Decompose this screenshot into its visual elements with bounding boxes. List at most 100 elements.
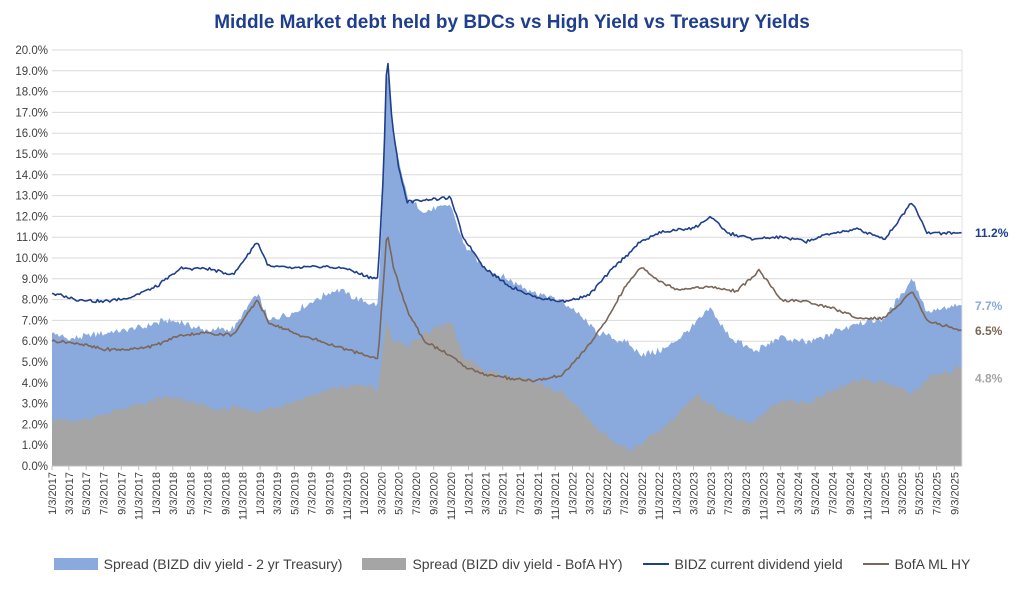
x-tick-label: 5/3/2023 (706, 472, 718, 515)
x-tick-label: 3/3/2017 (64, 472, 76, 515)
x-tick-label: 1/3/2024 (776, 472, 788, 515)
x-tick-label: 3/3/2023 (688, 472, 700, 515)
line-series-2 (51, 62, 963, 304)
y-tick-label: 17.0% (15, 107, 48, 119)
end-label-series-1: 4.8% (975, 372, 1003, 386)
y-tick-label: 3.0% (22, 399, 48, 411)
y-tick-label: 13.0% (15, 191, 48, 203)
x-tick-label: 1/3/2018 (151, 472, 163, 515)
y-tick-label: 12.0% (15, 211, 48, 223)
x-tick-label: 3/3/2025 (897, 472, 909, 515)
legend-label-bidz-yield: BIDZ current dividend yield (674, 556, 843, 572)
x-tick-label: 1/3/2025 (880, 472, 892, 515)
x-tick-label: 5/3/2020 (394, 472, 406, 515)
y-tick-label: 0.0% (22, 461, 48, 473)
y-axis: 0.0% 1.0% 2.0% 3.0% 4.0% 5.0% 6.0% 7.0% 8.0% 9.0%… (15, 45, 48, 473)
x-tick-label: 5/3/2024 (810, 472, 822, 515)
legend-item-bidz-yield: BIDZ current dividend yield (642, 556, 843, 572)
x-tick-label: 7/3/2024 (828, 472, 840, 515)
legend-swatch-spread-hy (362, 558, 407, 570)
x-tick-label: 3/3/2019 (272, 472, 284, 515)
x-tick-label: 11/3/2020 (446, 472, 458, 520)
x-tick-label: 1/3/2023 (672, 472, 684, 515)
legend-item-bofa-hy: BofA ML HY (862, 556, 971, 572)
x-axis: 1/3/2017 3/3/2017 5/3/2017 7/3/2017 9/3/2017… (47, 50, 963, 520)
x-tick-label: 11/3/2019 (342, 472, 354, 520)
x-tick-label: 11/3/2022 (654, 472, 666, 520)
x-tick-label: 9/3/2023 (741, 472, 753, 515)
x-tick-label: 11/3/2018 (238, 472, 250, 520)
x-tick-label: 5/3/2017 (81, 472, 93, 515)
legend-item-spread-hy: Spread (BIZD div yield - BofA HY) (362, 556, 623, 572)
y-tick-label: 7.0% (22, 315, 48, 327)
y-tick-label: 9.0% (22, 274, 48, 286)
x-tick-label: 9/3/2017 (116, 472, 128, 515)
x-tick-label: 9/3/2021 (533, 472, 545, 515)
x-tick-label: 11/3/2023 (758, 472, 770, 520)
y-tick-label: 6.0% (22, 336, 48, 348)
y-tick-label: 19.0% (15, 66, 48, 78)
end-label-series-3: 6.5% (975, 324, 1003, 338)
x-tick-label: 1/3/2020 (359, 472, 371, 515)
x-tick-label: 7/3/2021 (515, 472, 527, 515)
x-tick-label: 3/3/2024 (793, 472, 805, 515)
legend-label-spread-hy: Spread (BIZD div yield - BofA HY) (412, 556, 623, 572)
end-label-series-0: 7.7% (975, 299, 1003, 313)
line-series-3 (51, 236, 963, 383)
area-series (52, 71, 962, 466)
x-tick-label: 7/3/2017 (99, 472, 111, 515)
x-tick-label: 1/3/2021 (464, 472, 476, 515)
x-tick-label: 5/3/2025 (914, 472, 926, 515)
x-tick-label: 1/3/2019 (255, 472, 267, 515)
x-tick-label: 5/3/2021 (498, 472, 510, 515)
legend-label-spread-treasury: Spread (BIZD div yield - 2 yr Treasury) (103, 556, 343, 572)
legend: Spread (BIZD div yield - 2 yr Treasury) … (0, 556, 1024, 572)
legend-swatch-bofa-hy (862, 563, 889, 565)
x-tick-label: 9/3/2020 (429, 472, 441, 515)
end-label-series-2: 11.2% (975, 226, 1009, 240)
x-tick-label: 7/3/2020 (411, 472, 423, 515)
x-tick-label: 1/3/2017 (47, 472, 59, 515)
x-tick-label: 7/3/2023 (723, 472, 735, 515)
area-series-0 (52, 71, 962, 466)
x-tick-label: 5/3/2022 (602, 472, 614, 515)
legend-swatch-bidz-yield (642, 563, 669, 565)
y-tick-label: 5.0% (22, 357, 48, 369)
x-tick-label: 5/3/2019 (289, 472, 301, 515)
x-tick-label: 9/3/2024 (845, 472, 857, 515)
x-tick-label: 3/3/2020 (376, 472, 388, 515)
y-tick-label: 1.0% (22, 440, 48, 452)
area-series-1 (52, 319, 962, 466)
y-tick-label: 8.0% (22, 295, 48, 307)
x-tick-label: 9/3/2019 (324, 472, 336, 515)
legend-item-spread-treasury: Spread (BIZD div yield - 2 yr Treasury) (53, 556, 343, 572)
x-tick-label: 7/3/2018 (203, 472, 215, 515)
x-tick-label: 3/3/2022 (584, 472, 596, 515)
chart-title: Middle Market debt held by BDCs vs High … (214, 12, 810, 33)
x-tick-label: 9/3/2025 (949, 472, 961, 515)
x-tick-label: 11/3/2021 (550, 472, 562, 520)
line-series (51, 62, 963, 383)
y-tick-label: 20.0% (15, 45, 48, 57)
x-tick-label: 7/3/2025 (932, 472, 944, 515)
x-tick-label: 7/3/2019 (307, 472, 319, 515)
y-tick-label: 2.0% (22, 419, 48, 431)
x-tick-label: 3/3/2021 (480, 472, 492, 515)
legend-swatch-spread-treasury (53, 558, 98, 570)
y-tick-label: 11.0% (16, 232, 48, 244)
x-tick-label: 11/3/2024 (863, 472, 875, 520)
x-tick-label: 1/3/2022 (568, 472, 580, 515)
end-labels: 11.2% 7.7% 6.5% 4.8% (975, 226, 1009, 386)
y-tick-label: 15.0% (15, 149, 48, 161)
x-tick-label: 5/3/2018 (185, 472, 197, 515)
x-tick-label: 3/3/2018 (168, 472, 180, 515)
y-tick-label: 16.0% (15, 128, 48, 140)
y-tick-label: 18.0% (15, 87, 48, 99)
x-tick-label: 9/3/2018 (220, 472, 232, 515)
x-tick-label: 7/3/2022 (619, 472, 631, 515)
y-tick-label: 14.0% (15, 170, 48, 182)
legend-label-bofa-hy: BofA ML HY (894, 556, 971, 572)
y-tick-label: 10.0% (15, 253, 48, 265)
y-tick-label: 4.0% (22, 378, 48, 390)
